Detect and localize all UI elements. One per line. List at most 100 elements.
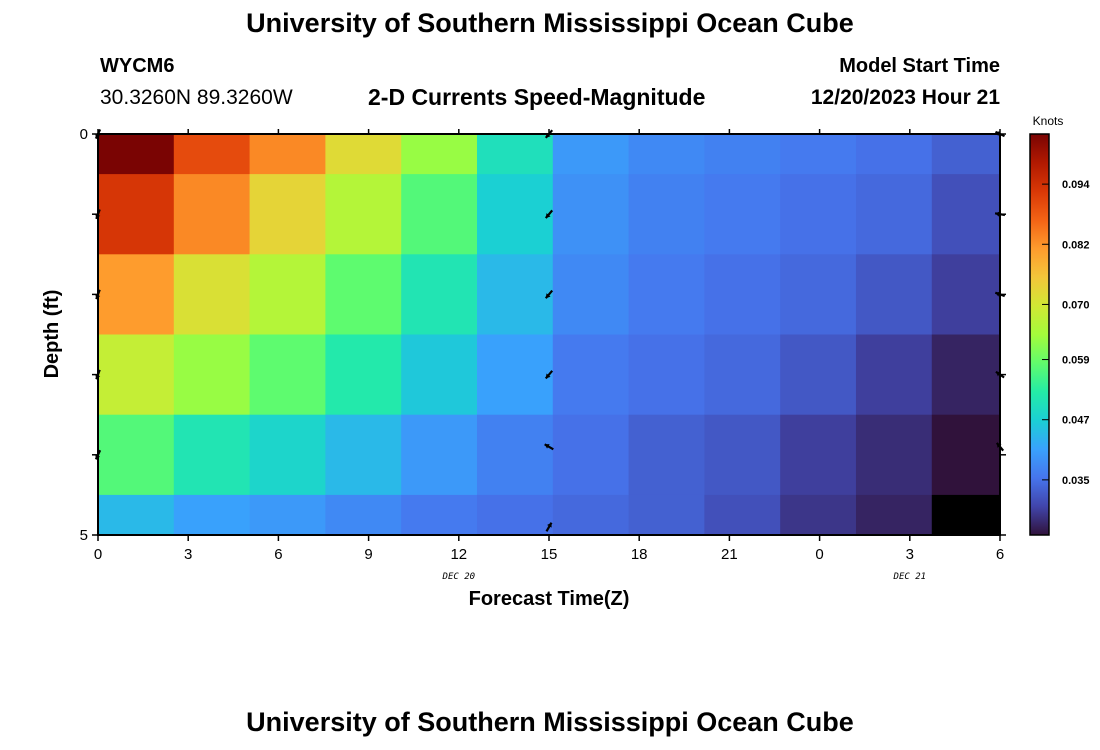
heatmap-cell: [173, 174, 251, 255]
heatmap-cell: [249, 414, 326, 496]
heatmap-cell: [552, 254, 630, 335]
heatmap-cell: [552, 414, 630, 496]
heatmap-cell: [628, 174, 705, 255]
x-tick-label: 0: [815, 546, 823, 563]
heatmap-cell: [476, 174, 554, 255]
x-tick-label: 12: [450, 546, 467, 563]
heatmap-cell: [931, 414, 1001, 496]
heatmap-cell: [98, 494, 175, 535]
colorbar-title: Knots: [1033, 114, 1064, 128]
heatmap-cell: [704, 174, 781, 255]
heatmap-cell: [780, 134, 857, 175]
colorbar: Knots 0.094 0.082 0.070 0.059 0.047 0.035: [1029, 114, 1090, 536]
heatmap-cell: [249, 254, 326, 335]
heatmap-cell: [931, 134, 1001, 175]
current-vector-arrow: [544, 209, 554, 219]
colorbar-tick-label: 0.035: [1062, 475, 1090, 487]
current-vector-arrow: [544, 289, 554, 299]
heatmap-cell: [476, 134, 554, 175]
x-axis: 0 3 6 9 12 15 18 21 0 3 6 DEC 20 DEC 21: [94, 129, 1004, 582]
colorbar-gradient: [1029, 133, 1050, 536]
heatmap-cell: [855, 414, 933, 496]
heatmap-cell: [780, 254, 857, 335]
model-start-time: 12/20/2023 Hour 21: [810, 86, 1000, 109]
heatmap-cell: [931, 254, 1001, 335]
heatmap-cell: [98, 134, 175, 175]
heatmap-cell: [552, 334, 630, 416]
heatmap-cell: [855, 134, 933, 175]
heatmap-cell: [780, 174, 857, 255]
x-tick-label: 6: [996, 546, 1004, 563]
heatmap-cell: [476, 494, 554, 535]
heatmap-cell: [325, 254, 402, 335]
x-date-label: DEC 20: [442, 572, 476, 582]
x-tick-label: 18: [631, 546, 648, 563]
page-title: University of Southern Mississippi Ocean…: [246, 8, 854, 38]
heatmap-cell: [98, 334, 175, 416]
heatmap-cell: [401, 494, 478, 535]
heatmap-cell: [704, 254, 781, 335]
heatmap-cell: [98, 254, 175, 335]
current-vector-arrow: [545, 522, 553, 532]
x-tick-label: 21: [721, 546, 738, 563]
heatmap-cell: [931, 174, 1001, 255]
heatmap-cell: [476, 334, 554, 416]
heatmap-cell: [931, 334, 1001, 416]
station-id: WYCM6: [100, 55, 175, 77]
current-vector-arrow: [544, 443, 554, 451]
colorbar-tick-label: 0.070: [1062, 299, 1090, 311]
heatmap-cell: [931, 494, 1001, 535]
heatmap-cell: [325, 134, 402, 175]
heatmap-cell: [401, 134, 478, 175]
heatmap-cell: [401, 334, 478, 416]
heatmap-cell: [704, 414, 781, 496]
heatmap-cell: [173, 254, 251, 335]
heatmap-cell: [552, 494, 630, 535]
heatmap-cell: [780, 334, 857, 416]
heatmap-cell: [780, 494, 857, 535]
heatmap-cell: [325, 334, 402, 416]
heatmap-cell: [98, 174, 175, 255]
heatmap-cell: [780, 414, 857, 496]
page-title-repeat: University of Southern Mississippi Ocean…: [246, 707, 854, 737]
x-axis-label: Forecast Time(Z): [469, 588, 630, 610]
heatmap-cell: [325, 174, 402, 255]
heatmap-cell: [98, 414, 175, 496]
heatmap-cell: [173, 334, 251, 416]
heatmap-cell: [628, 254, 705, 335]
heatmap-cell: [325, 494, 402, 535]
y-axis-label: Depth (ft): [41, 290, 63, 379]
x-date-label: DEC 21: [893, 572, 927, 582]
heatmap-cell: [401, 254, 478, 335]
heatmap-cell: [704, 494, 781, 535]
heatmap-cell: [325, 414, 402, 496]
heatmap-cell: [855, 494, 933, 535]
heatmap-cell: [628, 494, 705, 535]
heatmap-cells: [98, 134, 1001, 535]
heatmap-cell: [628, 134, 705, 175]
heatmap-cell: [249, 494, 326, 535]
x-tick-label: 0: [94, 546, 102, 563]
x-tick-label: 3: [184, 546, 192, 563]
heatmap-cell: [855, 334, 933, 416]
heatmap-cell: [249, 134, 326, 175]
colorbar-tick-label: 0.047: [1062, 415, 1090, 427]
y-tick-label: 0: [80, 126, 88, 143]
heatmap-cell: [704, 134, 781, 175]
heatmap-cell: [173, 494, 251, 535]
colorbar-tick-label: 0.082: [1062, 239, 1090, 251]
heatmap-cell: [552, 174, 630, 255]
heatmap-cell: [704, 334, 781, 416]
x-tick-label: 3: [906, 546, 914, 563]
x-tick-label: 9: [364, 546, 372, 563]
heatmap-cell: [249, 334, 326, 416]
colorbar-tick-label: 0.094: [1062, 179, 1090, 191]
plot-title: 2-D Currents Speed-Magnitude: [368, 84, 706, 110]
heatmap-cell: [855, 254, 933, 335]
station-coordinates: 30.3260N 89.3260W: [100, 86, 293, 109]
heatmap-cell: [476, 254, 554, 335]
heatmap-cell: [476, 414, 554, 496]
heatmap-cell: [855, 174, 933, 255]
current-vector-arrow: [544, 370, 554, 380]
